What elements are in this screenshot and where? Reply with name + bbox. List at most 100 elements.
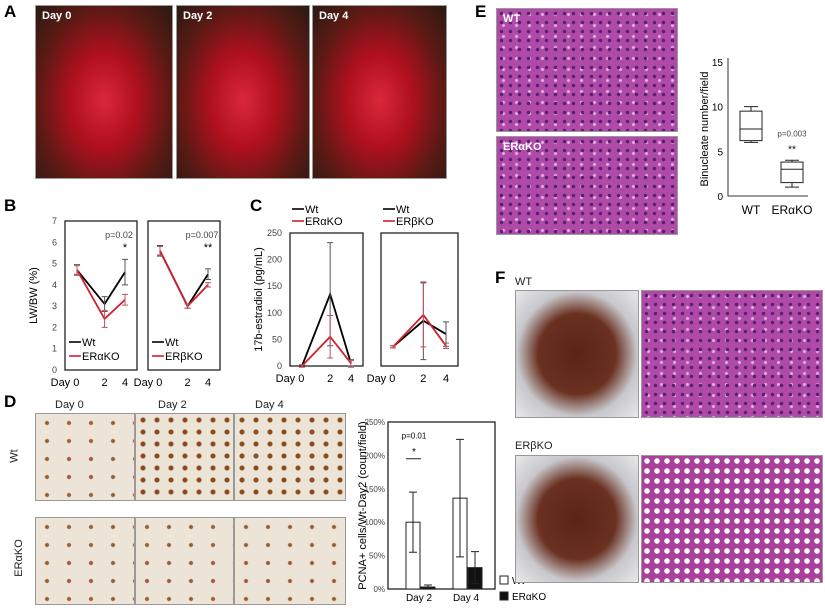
box bbox=[739, 110, 763, 142]
y-tick-label: 250% bbox=[365, 418, 385, 427]
series-line-ERαKO bbox=[76, 269, 126, 321]
x-tick-label: 4 bbox=[348, 373, 354, 385]
y-tick-label: 0 bbox=[277, 361, 282, 371]
ihc-wt-day2 bbox=[135, 413, 234, 501]
y-tick-label: 50% bbox=[369, 552, 385, 561]
d-col-label: Day 0 bbox=[55, 399, 84, 411]
legend-label: ERβKO bbox=[396, 216, 434, 228]
y-axis-label: 17b-estradiol (pg/mL) bbox=[253, 247, 265, 352]
he-image-f-erbko bbox=[641, 455, 823, 583]
y-tick-label: 1 bbox=[52, 344, 57, 354]
error-bar bbox=[184, 303, 191, 309]
liver-photo-erbko bbox=[515, 455, 639, 583]
p-value: p=0.007 bbox=[186, 230, 219, 240]
error-bar bbox=[424, 584, 432, 590]
surgery-photo-day2: Day 2 bbox=[176, 5, 310, 179]
significance-stars: ** bbox=[788, 145, 796, 156]
he-image-wt: WT bbox=[496, 8, 678, 132]
y-tick-label: 6 bbox=[52, 237, 57, 247]
photo-label: Day 2 bbox=[183, 10, 213, 22]
panel-label-f: F bbox=[495, 268, 506, 287]
error-bar bbox=[122, 258, 128, 286]
y-tick-label: 100 bbox=[267, 308, 282, 318]
y-tick-label: 5 bbox=[52, 259, 57, 269]
he-image-f-wt bbox=[641, 290, 823, 418]
y-tick-label: 4 bbox=[52, 280, 57, 290]
photo-label: Day 4 bbox=[319, 10, 349, 22]
x-tick-label: 2 bbox=[102, 377, 108, 389]
y-tick-label: 15 bbox=[712, 58, 724, 69]
series-line-Wt bbox=[76, 269, 126, 306]
series-line-ERβKO bbox=[392, 313, 447, 348]
panel-label-d: D bbox=[4, 392, 17, 411]
y-tick-label: 50 bbox=[272, 334, 282, 344]
y-tick-label: 5 bbox=[717, 147, 723, 158]
y-axis-label: LW/BW (%) bbox=[28, 267, 40, 324]
error-bar bbox=[471, 551, 479, 585]
x-tick-label: Day 0 bbox=[367, 373, 396, 385]
panel-label-e: E bbox=[475, 2, 487, 21]
legend-label: ERβKO bbox=[165, 351, 203, 363]
error-bar bbox=[101, 309, 108, 328]
he-image-eraKO: ERαKO bbox=[496, 136, 678, 235]
x-tick-label: Day 0 bbox=[276, 373, 305, 385]
error-bar bbox=[205, 282, 211, 288]
x-tick-label: 2 bbox=[327, 373, 333, 385]
plot-frame bbox=[387, 421, 496, 590]
x-tick-label: 2 bbox=[420, 373, 426, 385]
legend-label: ERαKO bbox=[305, 216, 343, 228]
error-bar bbox=[390, 345, 396, 349]
y-axis-label: Binucleate number/field bbox=[699, 72, 711, 187]
legend-label: ERαKO bbox=[512, 592, 546, 603]
error-bar bbox=[409, 491, 417, 553]
y-tick-label: 2 bbox=[52, 322, 57, 332]
x-tick-label: ERαKO bbox=[772, 203, 813, 217]
error-bar bbox=[348, 360, 354, 367]
ihc-wt-day4 bbox=[234, 413, 346, 501]
ihc-wt-day0 bbox=[35, 413, 135, 501]
d-row-label: ERαKO bbox=[12, 539, 25, 577]
y-tick-label: 0 bbox=[52, 365, 57, 375]
box-whiskers bbox=[781, 159, 803, 188]
y-axis-label: PCNA+ cells/Wt-Day2 (count/field) bbox=[357, 421, 369, 589]
surgery-photo-day4: Day 4 bbox=[312, 5, 447, 179]
error-bar bbox=[420, 282, 427, 348]
y-tick-label: 0 bbox=[717, 192, 723, 203]
error-bar bbox=[205, 268, 211, 281]
error-bar bbox=[157, 246, 163, 256]
photo-label: Day 0 bbox=[42, 10, 72, 22]
panel-label-b: B bbox=[4, 196, 17, 215]
y-tick-label: 7 bbox=[52, 216, 57, 226]
p-value: p=0.02 bbox=[105, 230, 133, 240]
surgery-photo-day0: Day 0 bbox=[35, 5, 173, 179]
y-tick-label: 10 bbox=[712, 103, 724, 114]
y-tick-label: 3 bbox=[52, 301, 57, 311]
significance-stars: ** bbox=[204, 242, 213, 254]
y-tick-label: 150% bbox=[365, 485, 385, 494]
x-tick-label: 4 bbox=[205, 377, 211, 389]
significance-stars: * bbox=[412, 447, 416, 458]
f-row-label: ERβKO bbox=[515, 440, 553, 452]
ihc-ko-day4 bbox=[234, 517, 346, 605]
error-bar bbox=[299, 364, 305, 368]
y-tick-label: 200 bbox=[267, 255, 282, 265]
plot-frame bbox=[64, 220, 138, 371]
legend-label: ERαKO bbox=[82, 351, 120, 363]
error-bar bbox=[456, 438, 464, 558]
ihc-ko-day0 bbox=[35, 517, 135, 605]
image-label: ERαKO bbox=[503, 141, 542, 153]
x-tick-label: 4 bbox=[122, 377, 128, 389]
y-tick-label: 200% bbox=[365, 451, 385, 460]
box bbox=[780, 161, 804, 184]
plot-frame bbox=[380, 232, 459, 367]
legend-label: Wt bbox=[305, 204, 318, 216]
axis bbox=[727, 58, 808, 197]
f-row-label: WT bbox=[515, 276, 533, 288]
y-tick-label: 0% bbox=[373, 585, 385, 594]
plot-frame bbox=[289, 232, 364, 367]
ihc-ko-day2 bbox=[135, 517, 234, 605]
x-tick-label: Day 2 bbox=[406, 593, 433, 604]
d-col-label: Day 2 bbox=[158, 399, 187, 411]
